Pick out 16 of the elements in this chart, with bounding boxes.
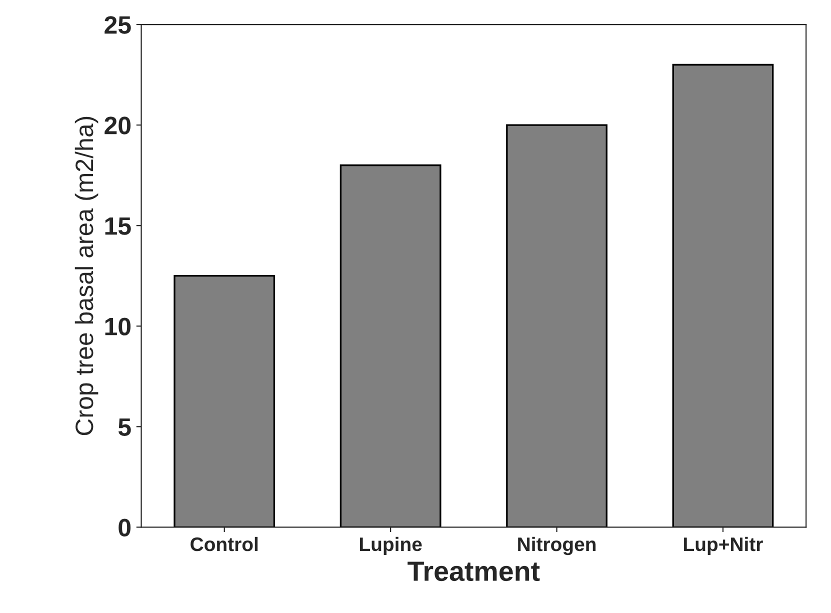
x-axis-title: Treatment: [408, 562, 540, 582]
x-tick-label: Control: [190, 536, 258, 552]
x-tick-label: Lupine: [360, 536, 422, 556]
y-tick-label: 20: [104, 116, 131, 134]
bar: [672, 64, 774, 528]
y-tick-label: 15: [105, 217, 131, 235]
bar: [174, 275, 276, 528]
x-tick-label: Nitrogen: [518, 536, 596, 556]
bar: [506, 124, 608, 528]
x-tick-label: Lup+Nitr: [684, 536, 763, 556]
y-tick-label: 5: [118, 418, 131, 436]
y-tick-label: 25: [104, 16, 131, 34]
y-axis-title: Crop tree basal area (m2/ha): [74, 116, 98, 436]
y-tick-label: 10: [105, 318, 131, 336]
y-tick-label: 0: [118, 518, 131, 536]
bar: [340, 164, 442, 528]
